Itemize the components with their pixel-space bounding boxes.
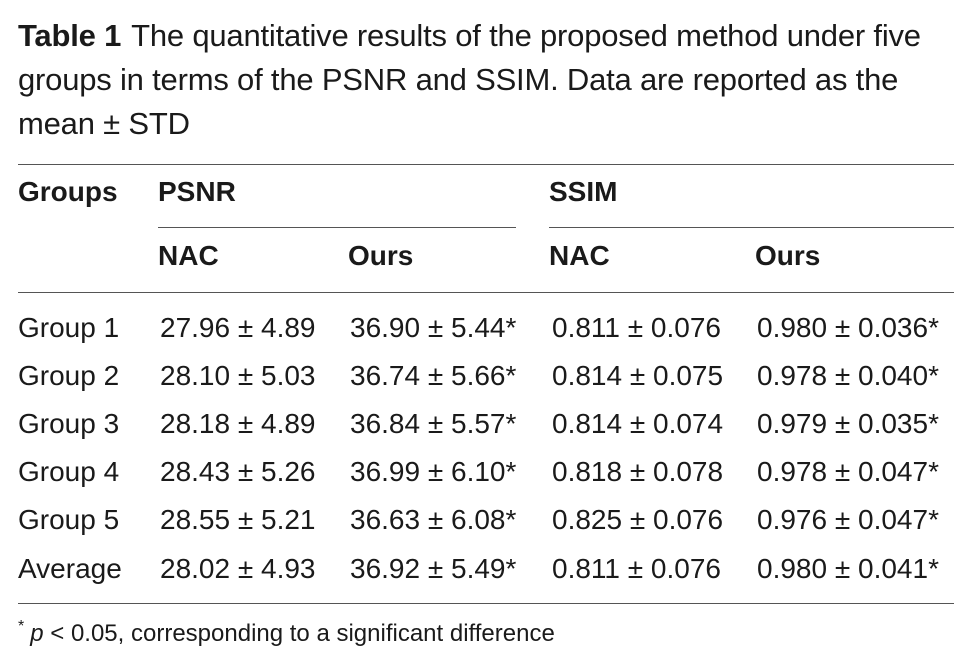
footnote-text: < 0.05, corresponding to a significant d… bbox=[43, 620, 555, 647]
top-rule bbox=[18, 164, 954, 165]
header-groups: Groups bbox=[18, 176, 118, 207]
ssim-ours-value: 0.980 ± 0.041* bbox=[757, 553, 939, 584]
row-group-label: Group 3 bbox=[18, 408, 120, 439]
row-group-label: Group 1 bbox=[18, 312, 120, 343]
psnr-ours-value: 36.90 ± 5.44* bbox=[350, 312, 517, 343]
ssim-nac-value: 0.825 ± 0.076 bbox=[552, 504, 724, 535]
table-caption: Table 1 The quantitative results of the p… bbox=[18, 14, 958, 146]
header-ssim: SSIM bbox=[549, 176, 618, 207]
header-psnr-ours: Ours bbox=[348, 240, 414, 271]
ssim-nac-value: 0.814 ± 0.075 bbox=[552, 360, 724, 391]
header-ssim-ours: Ours bbox=[755, 240, 821, 271]
psnr-nac-value: 28.02 ± 4.93 bbox=[160, 553, 316, 584]
footnote-p-symbol: p bbox=[30, 620, 44, 647]
ssim-ours-value: 0.976 ± 0.047* bbox=[757, 504, 939, 535]
row-group-label: Group 5 bbox=[18, 504, 120, 535]
row-group-label: Average bbox=[18, 553, 122, 584]
table-label: Table 1 bbox=[18, 18, 122, 53]
table-footnote: * p < 0.05, corresponding to a significan… bbox=[18, 612, 555, 649]
header-ssim-nac: NAC bbox=[549, 240, 610, 271]
psnr-nac-value: 28.18 ± 4.89 bbox=[160, 408, 316, 439]
bottom-rule bbox=[18, 603, 954, 604]
ssim-nac-value: 0.811 ± 0.076 bbox=[552, 312, 721, 343]
psnr-ours-value: 36.74 ± 5.66* bbox=[350, 360, 517, 391]
footnote-marker: * bbox=[18, 618, 25, 635]
header-bottom-rule bbox=[18, 292, 954, 293]
psnr-nac-value: 28.10 ± 5.03 bbox=[160, 360, 316, 391]
row-group-label: Group 2 bbox=[18, 360, 120, 391]
ssim-nac-value: 0.814 ± 0.074 bbox=[552, 408, 724, 439]
header-psnr-nac: NAC bbox=[158, 240, 219, 271]
row-group-label: Group 4 bbox=[18, 456, 120, 487]
ssim-nac-value: 0.818 ± 0.078 bbox=[552, 456, 724, 487]
psnr-ours-value: 36.63 ± 6.08* bbox=[350, 504, 517, 535]
psnr-ours-value: 36.99 ± 6.10* bbox=[350, 456, 517, 487]
psnr-ours-value: 36.84 ± 5.57* bbox=[350, 408, 517, 439]
psnr-ours-value: 36.92 ± 5.49* bbox=[350, 553, 517, 584]
ssim-ours-value: 0.980 ± 0.036* bbox=[757, 312, 939, 343]
psnr-group-rule bbox=[158, 227, 516, 228]
header-psnr: PSNR bbox=[158, 176, 236, 207]
ssim-ours-value: 0.978 ± 0.047* bbox=[757, 456, 939, 487]
caption-text: The quantitative results of the proposed… bbox=[18, 18, 921, 141]
psnr-nac-value: 28.55 ± 5.21 bbox=[160, 504, 316, 535]
ssim-ours-value: 0.978 ± 0.040* bbox=[757, 360, 939, 391]
psnr-nac-value: 28.43 ± 5.26 bbox=[160, 456, 316, 487]
ssim-ours-value: 0.979 ± 0.035* bbox=[757, 408, 939, 439]
ssim-nac-value: 0.811 ± 0.076 bbox=[552, 553, 721, 584]
ssim-group-rule bbox=[549, 227, 954, 228]
psnr-nac-value: 27.96 ± 4.89 bbox=[160, 312, 316, 343]
